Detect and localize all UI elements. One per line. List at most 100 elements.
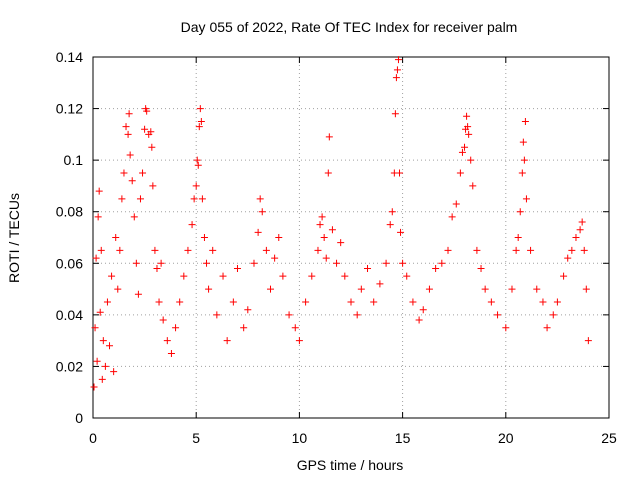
- data-point: [120, 169, 128, 177]
- data-point: [324, 169, 332, 177]
- data-point: [151, 246, 159, 254]
- data-point: [99, 337, 107, 345]
- data-point: [386, 221, 394, 229]
- data-point: [584, 337, 592, 345]
- data-point: [376, 280, 384, 288]
- data-point: [98, 375, 106, 383]
- data-point: [132, 259, 140, 267]
- data-point: [114, 285, 122, 293]
- data-point: [432, 264, 440, 272]
- data-point: [392, 74, 400, 82]
- data-point: [130, 213, 138, 221]
- data-point: [110, 368, 118, 376]
- data-point: [295, 337, 303, 345]
- data-point: [393, 66, 401, 74]
- data-point: [96, 308, 104, 316]
- data-point: [254, 228, 262, 236]
- data-point: [167, 350, 175, 358]
- x-tick-label: 20: [498, 430, 514, 446]
- data-point: [94, 213, 102, 221]
- data-point: [125, 110, 133, 118]
- data-point: [347, 298, 355, 306]
- data-point: [223, 337, 231, 345]
- data-point: [128, 177, 136, 185]
- data-point: [101, 362, 109, 370]
- data-point: [320, 234, 328, 241]
- y-tick-label: 0.02: [56, 358, 83, 374]
- y-axis-label: ROTI / TECUs: [6, 193, 22, 283]
- data-point: [456, 169, 464, 177]
- data-point: [197, 117, 205, 125]
- data-point: [149, 182, 157, 190]
- data-point: [213, 311, 221, 319]
- data-point: [126, 151, 134, 159]
- data-point: [139, 169, 147, 177]
- data-point: [522, 195, 530, 203]
- data-point: [520, 156, 528, 164]
- data-points: [90, 56, 592, 391]
- data-point: [467, 156, 475, 164]
- data-point: [244, 306, 252, 314]
- y-tick-label: 0.1: [64, 152, 84, 168]
- gridlines: [93, 57, 609, 418]
- data-point: [180, 272, 188, 280]
- data-point: [328, 226, 336, 234]
- data-point: [463, 112, 471, 120]
- x-axis-label: GPS time / hours: [297, 457, 404, 473]
- data-point: [580, 246, 588, 254]
- data-point: [481, 285, 489, 293]
- data-point: [578, 218, 586, 226]
- x-axis-ticks: 0 5 10 15 20 25: [89, 57, 617, 446]
- data-point: [124, 130, 132, 138]
- data-point: [90, 383, 98, 391]
- data-point: [196, 105, 204, 113]
- data-point: [267, 285, 275, 293]
- data-point: [172, 324, 180, 332]
- data-point: [198, 195, 206, 203]
- data-point: [229, 298, 237, 306]
- data-point: [233, 264, 241, 272]
- data-point: [209, 246, 217, 254]
- data-point: [399, 259, 407, 267]
- data-point: [512, 246, 520, 254]
- data-point: [527, 246, 535, 254]
- data-point: [388, 208, 396, 216]
- data-point: [353, 311, 361, 319]
- data-point: [118, 195, 126, 203]
- y-tick-label: 0.12: [56, 101, 83, 117]
- data-point: [322, 254, 330, 262]
- data-point: [279, 272, 287, 280]
- data-point: [190, 195, 198, 203]
- data-point: [308, 272, 316, 280]
- data-point: [549, 311, 557, 319]
- y-tick-label: 0.14: [56, 49, 83, 65]
- data-point: [508, 285, 516, 293]
- data-point: [106, 342, 114, 350]
- data-point: [403, 272, 411, 280]
- data-point: [487, 298, 495, 306]
- data-point: [477, 264, 485, 272]
- data-point: [195, 123, 203, 131]
- data-point: [539, 298, 547, 306]
- data-point: [159, 316, 167, 324]
- data-point: [341, 272, 349, 280]
- y-tick-label: 0.04: [56, 307, 83, 323]
- data-point: [141, 125, 149, 133]
- data-point: [419, 306, 427, 314]
- data-point: [364, 264, 372, 272]
- data-point: [103, 298, 111, 306]
- data-point: [391, 110, 399, 118]
- data-point: [357, 285, 365, 293]
- data-point: [250, 259, 258, 267]
- data-point: [205, 285, 213, 293]
- data-point: [473, 246, 481, 254]
- data-point: [285, 311, 293, 319]
- data-point: [444, 246, 452, 254]
- data-point: [108, 272, 116, 280]
- data-point: [91, 324, 99, 332]
- data-point: [560, 272, 568, 280]
- data-point: [425, 285, 433, 293]
- data-point: [325, 133, 333, 141]
- data-point: [193, 156, 201, 164]
- y-tick-label: 0: [75, 410, 83, 426]
